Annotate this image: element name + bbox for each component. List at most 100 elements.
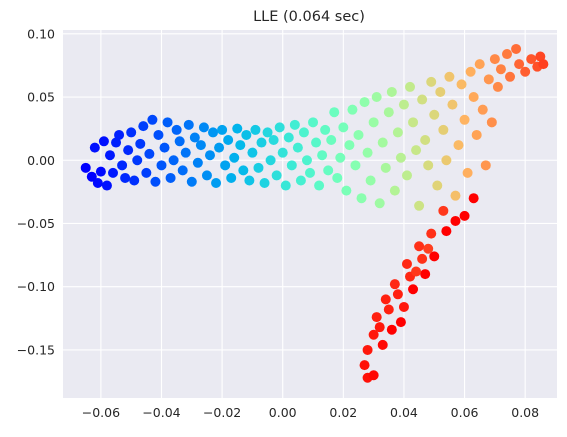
data-point <box>374 322 385 333</box>
data-point <box>86 171 97 182</box>
data-point <box>411 145 422 156</box>
data-point <box>383 107 394 118</box>
data-point <box>283 132 294 143</box>
data-point <box>135 138 146 149</box>
y-tick-label: 0.10 <box>27 26 55 41</box>
data-point <box>411 266 422 277</box>
data-point <box>141 167 152 178</box>
data-point <box>392 127 403 138</box>
data-point <box>420 135 431 146</box>
data-point <box>405 81 416 92</box>
data-point <box>441 155 452 166</box>
data-point <box>438 205 449 216</box>
data-point <box>538 59 549 70</box>
data-point <box>380 162 391 173</box>
data-point <box>114 129 125 140</box>
data-point <box>338 122 349 133</box>
grid-lines <box>63 30 557 398</box>
data-point <box>395 317 406 328</box>
data-point <box>459 114 470 125</box>
data-point <box>138 121 149 132</box>
data-point <box>444 71 455 82</box>
data-point <box>380 294 391 305</box>
data-point <box>459 210 470 221</box>
data-point <box>241 129 252 140</box>
x-tick-label: −0.04 <box>142 405 180 420</box>
data-point <box>335 152 346 163</box>
data-point <box>432 180 443 191</box>
data-point <box>429 251 440 262</box>
data-point <box>426 228 437 239</box>
data-point <box>392 289 403 300</box>
data-point <box>489 54 500 65</box>
data-point <box>220 160 231 171</box>
data-point <box>362 147 373 158</box>
data-point <box>80 162 91 173</box>
data-point <box>132 155 143 166</box>
data-point <box>426 76 437 87</box>
data-point <box>159 142 170 153</box>
data-point <box>250 124 261 135</box>
x-tick-label: 0.06 <box>451 405 479 420</box>
data-point <box>398 99 409 110</box>
x-tick-label: −0.02 <box>203 405 241 420</box>
y-tick-label: −0.10 <box>17 279 55 294</box>
data-point <box>289 119 300 130</box>
data-point <box>374 198 385 209</box>
data-point <box>186 176 197 187</box>
data-point <box>323 165 334 176</box>
data-point <box>117 160 128 171</box>
data-point <box>108 167 119 178</box>
data-point <box>371 92 382 103</box>
data-point <box>423 160 434 171</box>
data-point <box>226 172 237 183</box>
data-point <box>435 86 446 97</box>
data-point <box>353 129 364 140</box>
data-point <box>162 117 173 128</box>
scatter-points <box>80 43 549 383</box>
y-tick-label: −0.15 <box>17 342 55 357</box>
data-point <box>208 127 219 138</box>
data-point <box>417 253 428 264</box>
data-point <box>329 107 340 118</box>
data-point <box>468 92 479 103</box>
x-tick-labels: −0.06 −0.04 −0.02 0.00 0.02 0.04 0.06 0.08 <box>82 405 539 420</box>
data-point <box>204 150 215 161</box>
data-point <box>423 243 434 254</box>
x-tick-label: 0.08 <box>511 405 539 420</box>
data-point <box>271 170 282 181</box>
data-point <box>180 147 191 158</box>
data-point <box>477 104 488 115</box>
data-point <box>474 59 485 70</box>
data-point <box>238 165 249 176</box>
data-point <box>211 178 222 189</box>
data-point <box>244 175 255 186</box>
data-point <box>520 66 531 77</box>
data-point <box>201 170 212 181</box>
data-point <box>368 370 379 381</box>
data-point <box>317 150 328 161</box>
data-point <box>247 147 258 158</box>
data-point <box>383 304 394 315</box>
data-point <box>362 344 373 355</box>
data-point <box>408 284 419 295</box>
data-point <box>505 71 516 82</box>
data-point <box>174 136 185 147</box>
data-point <box>453 140 464 151</box>
data-point <box>417 94 428 105</box>
data-point <box>198 122 209 133</box>
data-point <box>153 129 164 140</box>
x-tick-label: 0.04 <box>390 405 418 420</box>
data-point <box>120 172 131 183</box>
data-point <box>217 124 228 135</box>
data-point <box>450 190 461 201</box>
data-point <box>253 162 264 173</box>
data-point <box>295 175 306 186</box>
data-point <box>511 43 522 54</box>
data-point <box>495 64 506 75</box>
data-point <box>259 178 270 189</box>
data-point <box>501 49 512 60</box>
data-point <box>147 114 158 125</box>
data-point <box>486 117 497 128</box>
